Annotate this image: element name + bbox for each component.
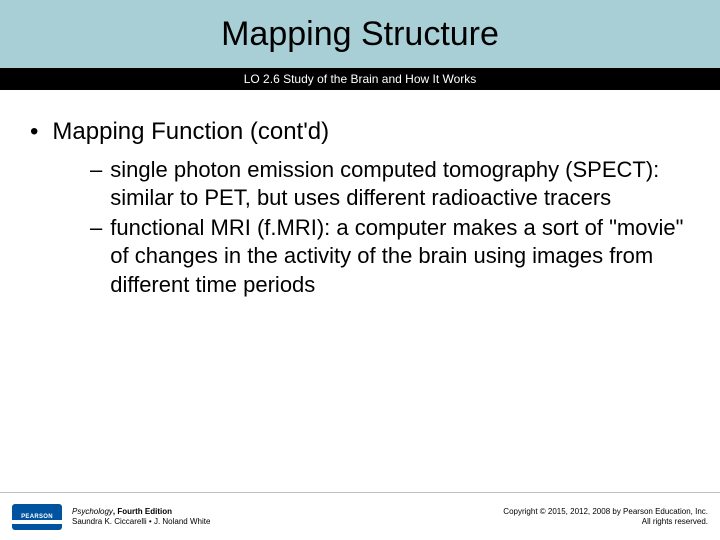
dash-icon: – — [90, 156, 102, 184]
footer-right: Copyright © 2015, 2012, 2008 by Pearson … — [503, 507, 708, 527]
sub-bullet-item: – functional MRI (f.MRI): a computer mak… — [90, 214, 690, 298]
main-bullet: • Mapping Function (cont'd) — [30, 118, 690, 146]
bullet-dot: • — [30, 120, 38, 144]
subtitle-bar: LO 2.6 Study of the Brain and How It Wor… — [0, 68, 720, 90]
slide-footer: PEARSON Psychology, Fourth Edition Saund… — [0, 492, 720, 540]
book-info: Psychology, Fourth Edition Saundra K. Ci… — [72, 507, 210, 527]
sub-bullet-text: functional MRI (f.MRI): a computer makes… — [110, 214, 690, 298]
learning-objective: LO 2.6 Study of the Brain and How It Wor… — [244, 72, 477, 86]
copyright-line-2: All rights reserved. — [503, 517, 708, 527]
book-edition: , Fourth Edition — [113, 507, 172, 516]
book-title: Psychology — [72, 507, 113, 516]
sub-bullet-list: – single photon emission computed tomogr… — [90, 156, 690, 299]
main-bullet-text: Mapping Function (cont'd) — [52, 118, 329, 146]
dash-icon: – — [90, 214, 102, 242]
sub-bullet-item: – single photon emission computed tomogr… — [90, 156, 690, 212]
slide-title: Mapping Structure — [221, 15, 499, 54]
title-bar: Mapping Structure — [0, 0, 720, 68]
pearson-logo: PEARSON — [12, 504, 62, 530]
footer-left: PEARSON Psychology, Fourth Edition Saund… — [12, 504, 503, 530]
book-authors: Saundra K. Ciccarelli • J. Noland White — [72, 517, 210, 527]
book-title-line: Psychology, Fourth Edition — [72, 507, 210, 517]
logo-bar — [12, 520, 62, 524]
copyright-line-1: Copyright © 2015, 2012, 2008 by Pearson … — [503, 507, 708, 517]
sub-bullet-text: single photon emission computed tomograp… — [110, 156, 690, 212]
slide-content: • Mapping Function (cont'd) – single pho… — [0, 90, 720, 299]
